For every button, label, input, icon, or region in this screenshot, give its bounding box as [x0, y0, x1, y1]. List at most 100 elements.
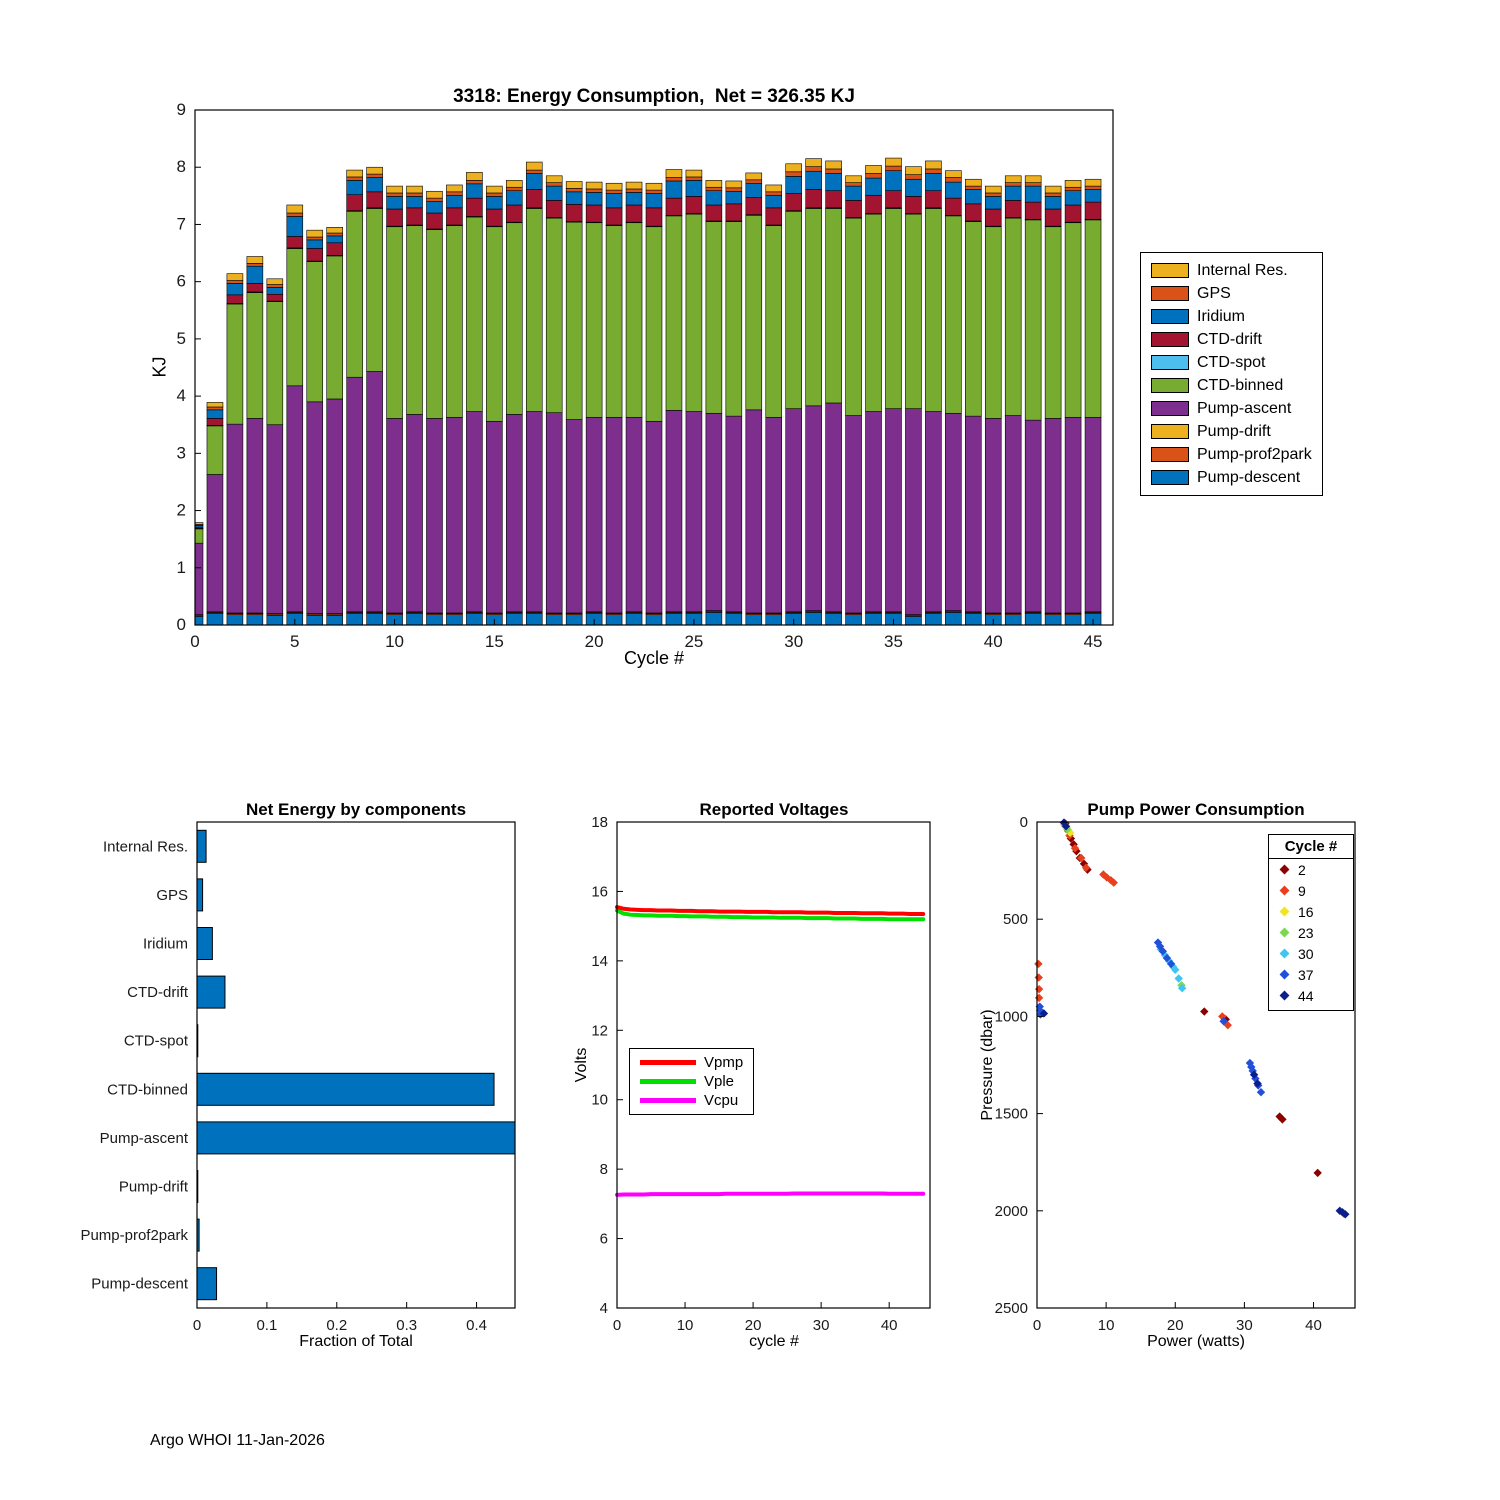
- energy-bar-segment: [246, 265, 264, 284]
- legend-swatch: [1151, 355, 1189, 370]
- energy-bar-segment: [266, 301, 284, 426]
- energy-axes-box: [194, 109, 1114, 626]
- energy-bar-segment: [426, 614, 443, 626]
- energy-bar-segment: [386, 418, 403, 614]
- energy-bar-segment: [885, 165, 902, 171]
- energy-bar-segment: [545, 175, 563, 183]
- energy-bar-segment: [446, 614, 463, 626]
- energy-bar-segment: [1044, 614, 1062, 626]
- energy-bar-segment: [426, 197, 443, 202]
- energy-bar-segment: [905, 616, 922, 626]
- energy-bar-segment: [525, 411, 543, 613]
- energy-bar-segment: [805, 189, 822, 209]
- energy-legend-item: Pump-prof2park: [1151, 443, 1312, 466]
- energy-bar-segment: [685, 176, 703, 181]
- tick-label: 12: [591, 1022, 608, 1039]
- pump-legend-item: 23: [1269, 922, 1353, 943]
- legend-label: Iridium: [1197, 307, 1246, 325]
- energy-bar-segment: [945, 215, 962, 414]
- energy-bar-segment: [386, 185, 403, 194]
- energy-bar-segment: [705, 221, 723, 414]
- legend-label: GPS: [1197, 284, 1231, 302]
- energy-bar-segment: [625, 204, 643, 223]
- net-energy-bar: [196, 1267, 218, 1301]
- energy-bar-segment: [785, 176, 802, 194]
- legend-marker: [1279, 927, 1290, 938]
- energy-bar-segment: [1044, 226, 1062, 419]
- energy-bar-segment: [486, 196, 503, 210]
- pump-scatter-point: [1070, 844, 1080, 853]
- energy-bar-segment: [585, 204, 603, 223]
- energy-bar-segment: [945, 170, 962, 178]
- energy-bar-segment: [486, 185, 503, 194]
- pump-scatter-point: [1069, 840, 1078, 849]
- legend-label: Internal Res.: [1197, 261, 1288, 279]
- energy-bar-segment: [705, 204, 723, 222]
- energy-bar-segment: [965, 178, 982, 187]
- tick-label: 20: [1167, 1317, 1184, 1334]
- tick-label: 6: [177, 272, 186, 291]
- energy-bar-segment: [705, 190, 723, 206]
- energy-bar-segment: [925, 208, 942, 412]
- energy-bar-segment: [625, 613, 643, 626]
- energy-bar-segment: [605, 207, 623, 226]
- energy-bar-segment: [426, 190, 443, 199]
- tick-label: 2500: [995, 1300, 1028, 1317]
- tick-label: 25: [684, 632, 703, 651]
- energy-bar-segment: [366, 208, 383, 372]
- energy-legend-item: Pump-drift: [1151, 420, 1312, 443]
- pump-legend-item: 2: [1269, 859, 1353, 880]
- energy-bar-segment: [785, 163, 802, 173]
- energy-bar-segment: [565, 191, 583, 205]
- tick-label: 7: [177, 214, 186, 233]
- tick-label: 0.4: [466, 1317, 487, 1334]
- energy-bar-segment: [885, 170, 902, 191]
- energy-bar-segment: [825, 402, 842, 613]
- energy-bar-segment: [506, 613, 523, 626]
- footer-credit: Argo WHOI 11-Jan-2026: [150, 1432, 325, 1449]
- energy-bar-segment: [346, 180, 363, 195]
- energy-bar-segment: [466, 411, 483, 613]
- energy-bar-segment: [1064, 190, 1082, 206]
- energy-bar-segment: [925, 168, 942, 174]
- energy-bar-segment: [805, 158, 822, 167]
- tick-label: 0.3: [396, 1317, 417, 1334]
- energy-bar-segment: [585, 188, 603, 193]
- energy-bar-segment: [645, 226, 663, 422]
- legend-label: 2: [1298, 861, 1306, 878]
- energy-bar-segment: [486, 226, 503, 422]
- energy-bar-segment: [765, 184, 783, 193]
- legend-label: Pump-drift: [1197, 422, 1271, 440]
- pump-scatter-point: [1335, 1206, 1344, 1215]
- energy-bar-segment: [366, 177, 383, 193]
- tick-label: 8: [177, 157, 186, 176]
- tick-label: Pump-prof2park: [80, 1227, 188, 1244]
- pump-scatter-point: [1171, 965, 1180, 974]
- energy-bar-segment: [194, 616, 204, 626]
- energy-bar-segment: [506, 222, 523, 415]
- energy-bar-segment: [466, 197, 483, 217]
- energy-bar-segment: [865, 165, 882, 174]
- legend-label: CTD-spot: [1197, 353, 1266, 371]
- tick-label: 10: [677, 1317, 694, 1334]
- energy-bar-segment: [366, 613, 383, 626]
- tick-label: 0: [1033, 1317, 1041, 1334]
- pump-ylabel: Pressure (dbar): [979, 1009, 996, 1121]
- energy-bar-segment: [206, 425, 224, 475]
- energy-bar-segment: [745, 197, 763, 216]
- energy-bar-segment: [346, 613, 363, 626]
- tick-label: 4: [177, 386, 186, 405]
- pump-scatter-point: [1219, 1017, 1228, 1026]
- tick-label: 45: [1084, 632, 1103, 651]
- energy-bar-segment: [825, 168, 842, 174]
- energy-bar-segment: [745, 614, 763, 626]
- tick-label: 20: [745, 1317, 762, 1334]
- energy-bar-segment: [286, 248, 304, 387]
- net-energy-bar: [196, 829, 207, 863]
- energy-bar-segment: [1084, 178, 1102, 187]
- tick-label: 40: [1305, 1317, 1322, 1334]
- legend-label: Pump-prof2park: [1197, 445, 1312, 463]
- energy-bar-segment: [486, 192, 503, 197]
- energy-bar-segment: [1044, 196, 1062, 210]
